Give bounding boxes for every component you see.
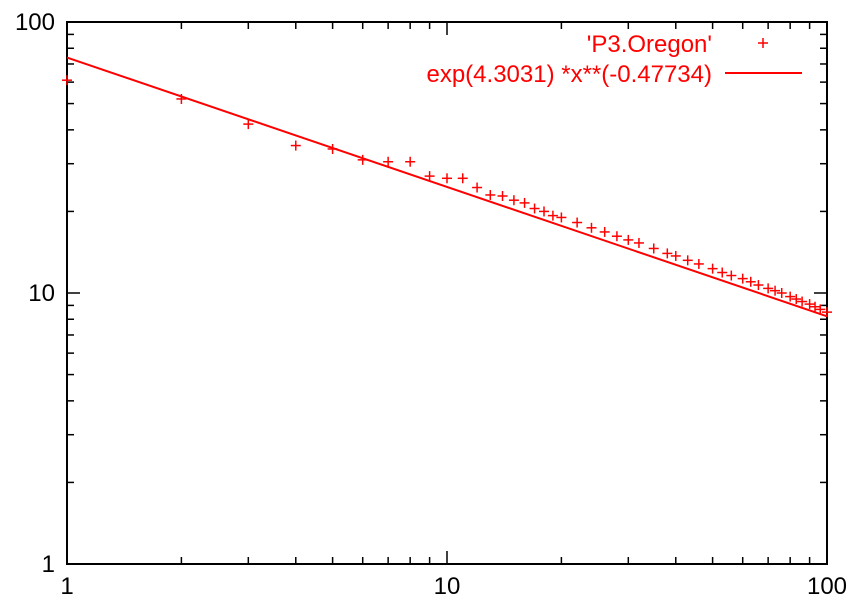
axis-ticks: 1 10 100 1 10 100	[15, 9, 847, 600]
data-point	[472, 182, 483, 193]
x-tick-label: 1	[60, 573, 73, 600]
data-point	[745, 276, 756, 287]
data-point	[508, 195, 519, 206]
data-point	[497, 190, 508, 201]
data-point	[737, 273, 748, 284]
data-point	[797, 296, 808, 307]
data-point	[611, 231, 622, 242]
data-point	[670, 250, 681, 261]
data-point	[763, 283, 774, 294]
data-point	[810, 301, 821, 312]
data-point	[424, 171, 435, 182]
x-tick-label: 10	[434, 573, 461, 600]
data-point	[405, 156, 416, 167]
data-point	[529, 203, 540, 214]
data-point	[485, 189, 496, 200]
data-point	[682, 255, 693, 266]
legend-label-p3-oregon: 'P3.Oregon'	[587, 31, 712, 58]
data-point	[547, 210, 558, 221]
data-point	[383, 156, 394, 167]
data-point	[243, 119, 254, 130]
y-tick-label: 10	[28, 280, 55, 307]
data-point	[776, 288, 787, 298]
legend: 'P3.Oregon' exp(4.3031) *x**(-0.47734)	[426, 31, 802, 88]
data-point	[586, 222, 597, 233]
legend-marker-plus	[758, 38, 768, 48]
data-point	[556, 212, 567, 223]
data-point	[662, 248, 673, 259]
data-point	[572, 217, 583, 228]
data-point	[539, 206, 550, 217]
data-point	[599, 226, 610, 237]
data-point	[770, 285, 781, 296]
data-point	[717, 267, 728, 278]
data-point	[623, 234, 634, 245]
data-point	[791, 294, 802, 305]
legend-label-fit: exp(4.3031) *x**(-0.47734)	[426, 61, 712, 88]
x-tick-label: 100	[807, 573, 847, 600]
data-point	[815, 304, 826, 315]
data-point	[519, 197, 530, 208]
data-point	[753, 280, 764, 291]
fit-line	[66, 56, 828, 318]
y-tick-label: 100	[15, 9, 55, 36]
data-point	[442, 173, 452, 184]
data-point	[707, 263, 718, 274]
y-tick-label: 1	[42, 551, 55, 578]
data-point	[804, 299, 815, 310]
data-point	[290, 140, 301, 151]
data-point	[62, 75, 72, 86]
data-point	[633, 237, 644, 248]
data-point	[457, 173, 468, 184]
data-point	[693, 258, 704, 269]
data-point	[648, 243, 659, 254]
data-point	[785, 291, 796, 302]
series-p3-oregon-points	[62, 75, 832, 318]
data-point	[726, 270, 737, 281]
